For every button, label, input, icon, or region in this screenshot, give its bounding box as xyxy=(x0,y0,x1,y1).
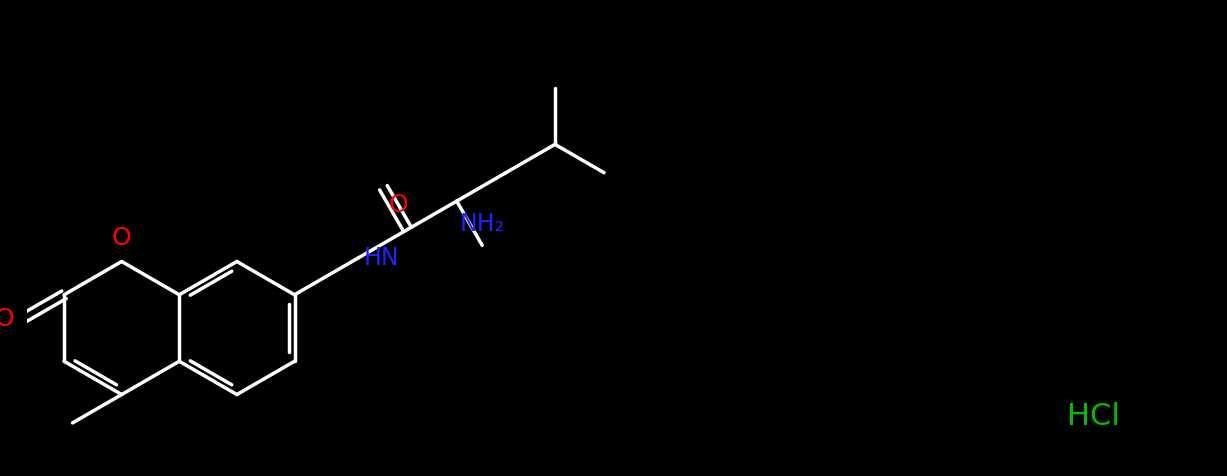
Text: NH₂: NH₂ xyxy=(460,211,504,236)
Text: HCl: HCl xyxy=(1066,402,1119,431)
Text: O: O xyxy=(388,193,407,217)
Text: HN: HN xyxy=(363,246,399,270)
Text: O: O xyxy=(0,307,13,331)
Text: O: O xyxy=(112,226,131,250)
